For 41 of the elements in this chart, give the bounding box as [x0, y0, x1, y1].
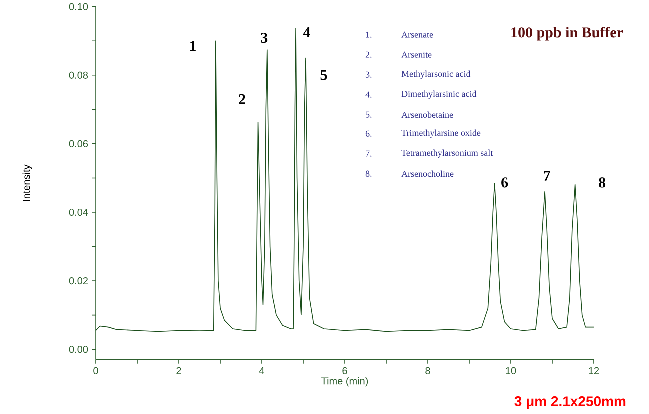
annotation: Arsenocholine — [402, 170, 454, 178]
y-axis-title: Intensity — [22, 164, 32, 202]
y-tick-label: 0.00 — [69, 346, 88, 354]
x-tick-label: 12 — [589, 367, 600, 374]
annotation: 4. — [366, 92, 372, 98]
annotation: 3. — [366, 72, 372, 78]
x-tick-label: 2 — [176, 367, 182, 374]
annotation: 8 — [599, 178, 606, 188]
annotation: 5 — [320, 70, 328, 80]
annotation: Arsenite — [402, 52, 432, 58]
text: 3 μm 2.1x250mm — [514, 396, 626, 410]
annotation: 4 — [303, 28, 310, 38]
x-axis-title: Time (min) — [322, 377, 368, 387]
annotation: Trimethylarsine oxide — [402, 130, 481, 138]
annotation: 8. — [366, 170, 372, 177]
y-tick-label: 0.10 — [69, 3, 88, 10]
annotation: 3 — [261, 33, 268, 44]
annotation: 2 — [239, 94, 246, 104]
annotation: 6. — [366, 130, 372, 137]
annotation: 100 ppb in Buffer — [512, 27, 624, 41]
y-tick-label: 0.08 — [69, 72, 88, 80]
annotation: Methylarsonic acid — [402, 70, 471, 80]
y-tick-label: 0.06 — [69, 140, 88, 148]
annotation: 5. — [366, 112, 372, 118]
x-tick-label: 8 — [426, 367, 430, 375]
annotation: Arsenobetaine — [402, 112, 454, 118]
annotation: 7 — [544, 171, 550, 181]
x-tick-label: 0 — [94, 367, 98, 375]
x-tick-label: 4 — [259, 367, 264, 374]
annotation: Arsenate — [402, 32, 434, 38]
annotation: Dimethylarsinic acid — [402, 90, 477, 100]
annotation: 2. — [366, 52, 372, 58]
y-tick-label: 0.04 — [69, 209, 88, 216]
annotation: 1. — [366, 32, 372, 38]
annotation: Tetramethylarsonium salt — [402, 150, 494, 158]
x-tick-label: 6 — [342, 367, 348, 375]
annotation: 7. — [366, 150, 372, 157]
x-tick-label: 10 — [506, 367, 516, 375]
annotation: 6 — [502, 178, 508, 188]
y-tick-label: 0.02 — [69, 278, 88, 285]
annotation: 1 — [190, 41, 196, 52]
